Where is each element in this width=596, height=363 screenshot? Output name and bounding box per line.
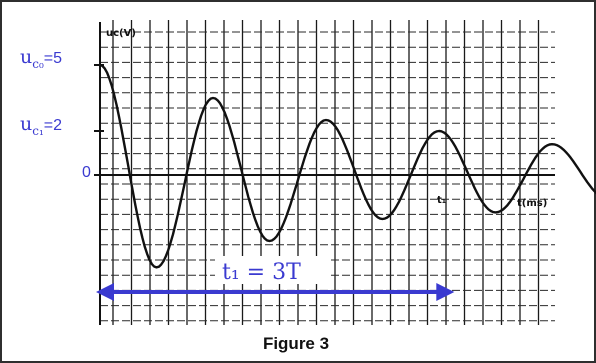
axes: uᴄ(V) t(ms) t₁ bbox=[94, 22, 555, 325]
series-line-uc bbox=[99, 63, 596, 269]
uc0-value: =5 bbox=[43, 50, 63, 67]
zero-value: 0 bbox=[82, 164, 91, 181]
uc1-subscript: c₁ bbox=[32, 123, 44, 138]
t1-tick-label: t₁ bbox=[437, 195, 446, 206]
y-axis-label: uᴄ(V) bbox=[106, 28, 136, 39]
arrow-head-left bbox=[96, 283, 114, 301]
uc1-symbol: u bbox=[20, 113, 33, 135]
arrow-head-right bbox=[436, 283, 455, 301]
t1-label-background bbox=[215, 256, 330, 284]
t1-relation-label: t₁ = 3T bbox=[222, 260, 301, 285]
figure-caption: Figure 3 bbox=[262, 334, 330, 353]
uc0-subscript: c₀ bbox=[32, 56, 44, 71]
uc1-value: =2 bbox=[43, 117, 63, 134]
t1-period-arrow bbox=[96, 283, 455, 301]
uc0-label: uc₀=5 bbox=[20, 46, 62, 71]
uc0-symbol: u bbox=[20, 46, 33, 68]
uc1-label: uc₁=2 bbox=[20, 113, 62, 138]
zero-label: 0 bbox=[82, 160, 91, 182]
x-axis-label: t(ms) bbox=[517, 198, 547, 209]
